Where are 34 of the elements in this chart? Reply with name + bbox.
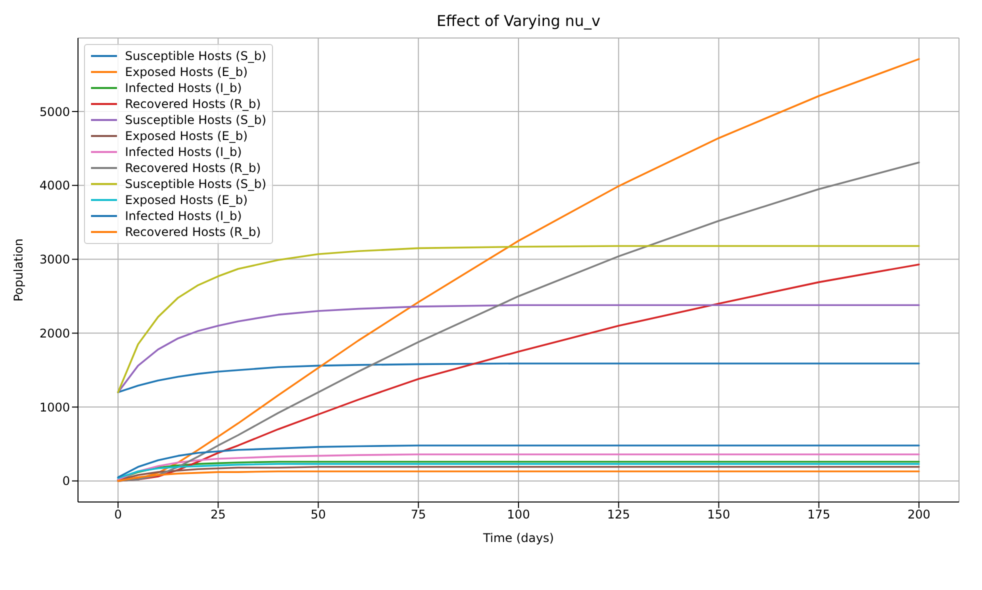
x-tick-label: 50 — [310, 508, 326, 522]
x-tick-label: 125 — [607, 508, 630, 522]
line-series — [117, 444, 920, 478]
x-tick-label: 200 — [908, 508, 930, 522]
legend-label: Susceptible Hosts (S_b) — [125, 113, 266, 127]
x-axis-title: Time (days) — [482, 531, 554, 545]
legend-label: Recovered Hosts (R_b) — [125, 97, 261, 111]
chart-title: Effect of Varying nu_v — [436, 12, 602, 30]
x-tick-label: 75 — [410, 508, 426, 522]
y-tick-label: 5000 — [39, 104, 70, 119]
legend-label: Infected Hosts (I_b) — [125, 145, 242, 159]
line-series — [117, 304, 920, 394]
x-tick-label: 25 — [210, 508, 226, 522]
x-tick-label: 175 — [807, 508, 830, 522]
legend-label: Infected Hosts (I_b) — [125, 209, 242, 223]
legend-label: Infected Hosts (I_b) — [125, 81, 242, 95]
line-series — [117, 245, 920, 394]
x-tick-label: 150 — [707, 508, 730, 522]
y-tick-label: 3000 — [39, 252, 70, 267]
legend-label: Susceptible Hosts (S_b) — [125, 49, 266, 63]
y-tick-label: 0 — [62, 474, 70, 488]
legend-label: Recovered Hosts (R_b) — [125, 161, 261, 175]
legend-label: Exposed Hosts (E_b) — [125, 129, 248, 143]
legend-label: Exposed Hosts (E_b) — [125, 193, 248, 207]
y-tick-label: 2000 — [39, 326, 70, 340]
legend-label: Exposed Hosts (E_b) — [125, 65, 248, 79]
line-series — [117, 362, 920, 394]
x-tick-label: 100 — [507, 508, 530, 522]
x-tick-label: 0 — [114, 508, 122, 522]
y-tick-label: 1000 — [39, 400, 70, 414]
legend-label: Recovered Hosts (R_b) — [125, 225, 261, 239]
y-axis-title: Population — [11, 238, 26, 302]
legend-label: Susceptible Hosts (S_b) — [125, 177, 266, 191]
y-tick-label: 4000 — [39, 178, 70, 193]
